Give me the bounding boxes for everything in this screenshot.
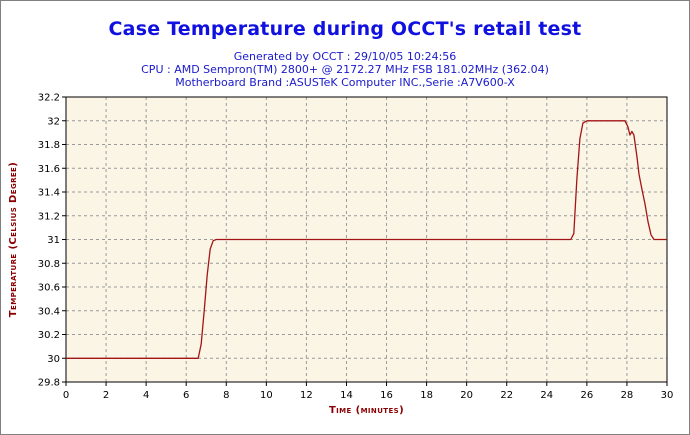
- y-axis-label: Temperature (Celsius Degree): [8, 162, 19, 317]
- x-tick-label: 24: [540, 390, 553, 401]
- x-tick-label: 20: [460, 390, 473, 401]
- x-tick-label: 4: [143, 390, 149, 401]
- motherboard-line: Motherboard Brand :ASUSTeK Computer INC.…: [175, 76, 515, 89]
- generated-line: Generated by OCCT : 29/10/05 10:24:56: [233, 50, 457, 63]
- y-tick-label: 32: [47, 116, 60, 127]
- y-tick-label: 31.6: [38, 164, 60, 175]
- y-tick-label: 31.4: [38, 188, 60, 199]
- x-tick-label: 0: [63, 390, 69, 401]
- y-tick-label: 31: [47, 235, 60, 246]
- y-tick-label: 30.4: [38, 306, 60, 317]
- x-tick-label: 22: [500, 390, 513, 401]
- x-tick-label: 2: [103, 390, 109, 401]
- x-tick-label: 26: [580, 390, 593, 401]
- x-tick-labels: 0 2 4 6 8 10 12 14 16 18 20 22 24 26 28 30: [63, 390, 674, 401]
- x-tick-label: 14: [340, 390, 353, 401]
- x-tick-label: 10: [260, 390, 273, 401]
- chart-title: Case Temperature during OCCT's retail te…: [108, 18, 582, 40]
- x-tick-label: 12: [300, 390, 313, 401]
- x-axis-label: Time (minutes): [329, 405, 404, 416]
- y-tick-label: 29.8: [38, 378, 60, 389]
- y-tick-label: 31.8: [38, 140, 60, 151]
- y-tick-label: 30.8: [38, 259, 60, 270]
- x-tick-label: 16: [380, 390, 393, 401]
- y-tick-labels: 29.8 30 30.2 30.4 30.6 30.8 31 31.2 31.4 31.6 31.8…: [38, 93, 60, 389]
- x-tick-label: 6: [183, 390, 189, 401]
- temperature-series-line: [66, 120, 667, 359]
- x-tick-label: 28: [621, 390, 634, 401]
- y-tick-label: 30.6: [38, 283, 60, 294]
- x-tick-label: 18: [420, 390, 433, 401]
- x-tick-label: 30: [661, 390, 674, 401]
- y-tick-label: 30: [47, 354, 60, 365]
- y-tick-label: 32.2: [38, 93, 60, 104]
- x-tick-label: 8: [223, 390, 229, 401]
- cpu-line: CPU : AMD Sempron(TM) 2800+ @ 2172.27 MH…: [141, 63, 549, 76]
- y-tick-label: 31.2: [38, 211, 60, 222]
- y-tick-label: 30.2: [38, 330, 60, 341]
